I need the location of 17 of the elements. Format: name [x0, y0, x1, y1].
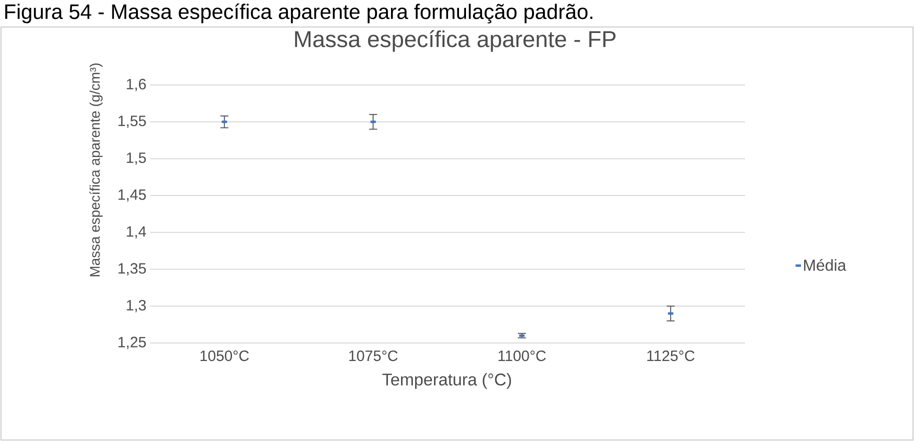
text: Figura 54 - Massa específica aparente para formulação padrão.: [5, 4, 592, 24]
x-tick-label: 1075°C: [349, 350, 398, 362]
y-tick-label: 1,45: [118, 189, 146, 202]
chart-title: Massa específica aparente - FP: [295, 30, 616, 52]
y-tick-label: 1,6: [126, 78, 146, 92]
y-axis-title: Massa específica aparente (g/cm³): [89, 64, 103, 276]
y-tick-label: 1,35: [118, 263, 146, 276]
y-tick-label: 1,3: [126, 300, 146, 312]
y-tick-label: 1,4: [126, 226, 146, 239]
legend-label: Média: [804, 258, 846, 271]
y-tick-label: 1,55: [118, 116, 146, 128]
x-axis-title: Temperatura (°C): [382, 373, 511, 389]
x-tick-label: 1125°C: [647, 350, 695, 362]
x-tick-label: 1100°C: [498, 350, 546, 362]
x-tick-label: 1050°C: [200, 350, 249, 362]
y-tick-label: 1,25: [118, 336, 146, 350]
y-tick-label: 1,5: [126, 152, 146, 165]
